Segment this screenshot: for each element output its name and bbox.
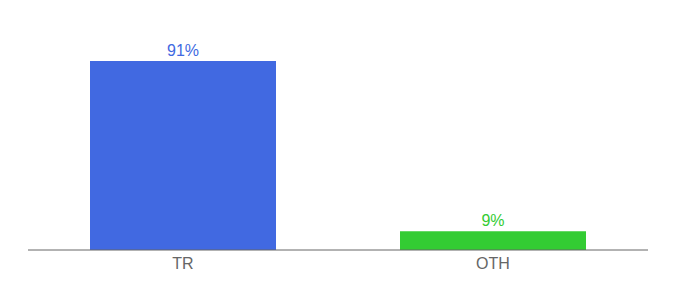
svg-text:OTH: OTH <box>476 255 510 272</box>
svg-text:91%: 91% <box>167 42 199 59</box>
svg-text:TR: TR <box>172 255 193 272</box>
svg-text:9%: 9% <box>481 212 504 229</box>
